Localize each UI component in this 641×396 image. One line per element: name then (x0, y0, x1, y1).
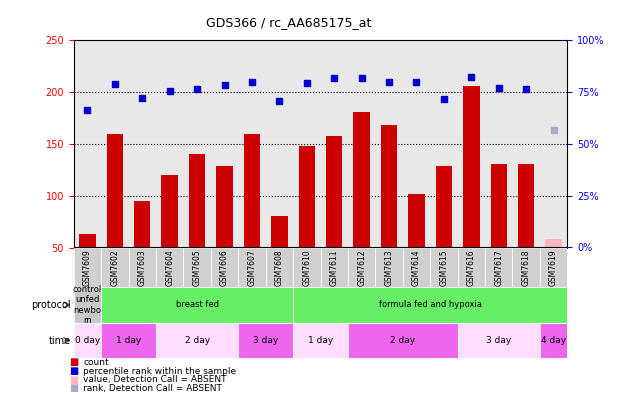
Text: protocol: protocol (31, 300, 71, 310)
Bar (353, 112, 370, 248)
Text: percentile rank within the sample: percentile rank within the sample (83, 367, 237, 375)
FancyBboxPatch shape (512, 248, 540, 287)
Text: GSM7606: GSM7606 (220, 249, 229, 286)
Bar (244, 134, 260, 248)
Text: value, Detection Call = ABSENT: value, Detection Call = ABSENT (83, 375, 227, 384)
FancyBboxPatch shape (101, 287, 293, 323)
Text: GSM7602: GSM7602 (110, 249, 119, 286)
Bar (79, 234, 96, 248)
Text: GSM7618: GSM7618 (522, 249, 531, 286)
FancyBboxPatch shape (238, 323, 293, 358)
Bar (408, 194, 425, 248)
Text: GSM7615: GSM7615 (439, 249, 449, 286)
Text: GSM7619: GSM7619 (549, 249, 558, 286)
Text: GSM7609: GSM7609 (83, 249, 92, 286)
Text: GSM7603: GSM7603 (138, 249, 147, 286)
Text: 1 day: 1 day (308, 336, 333, 345)
FancyBboxPatch shape (458, 248, 485, 287)
FancyBboxPatch shape (540, 323, 567, 358)
FancyBboxPatch shape (156, 248, 183, 287)
Text: 0 day: 0 day (75, 336, 100, 345)
FancyBboxPatch shape (485, 248, 512, 287)
Bar (490, 164, 507, 248)
FancyBboxPatch shape (403, 248, 430, 287)
FancyBboxPatch shape (129, 248, 156, 287)
Text: GSM7607: GSM7607 (247, 249, 256, 286)
Text: GSM7605: GSM7605 (192, 249, 202, 286)
Bar (545, 239, 562, 248)
FancyBboxPatch shape (540, 248, 567, 287)
Text: GSM7604: GSM7604 (165, 249, 174, 286)
Text: ■: ■ (69, 375, 78, 385)
FancyBboxPatch shape (293, 287, 567, 323)
FancyBboxPatch shape (211, 248, 238, 287)
FancyBboxPatch shape (348, 248, 376, 287)
Text: rank, Detection Call = ABSENT: rank, Detection Call = ABSENT (83, 384, 222, 393)
Bar (518, 164, 535, 248)
Bar (436, 166, 452, 248)
FancyBboxPatch shape (74, 323, 101, 358)
Text: time: time (48, 335, 71, 346)
FancyBboxPatch shape (101, 323, 156, 358)
Text: ■: ■ (69, 383, 78, 394)
Text: GSM7616: GSM7616 (467, 249, 476, 286)
Text: 2 day: 2 day (185, 336, 210, 345)
Text: count: count (83, 358, 109, 367)
FancyBboxPatch shape (238, 248, 265, 287)
Bar (106, 134, 123, 248)
Bar (189, 154, 205, 248)
Bar (162, 175, 178, 248)
Bar (299, 146, 315, 248)
FancyBboxPatch shape (293, 248, 320, 287)
Text: GSM7611: GSM7611 (329, 249, 338, 286)
FancyBboxPatch shape (101, 248, 129, 287)
Text: 2 day: 2 day (390, 336, 415, 345)
Text: 4 day: 4 day (541, 336, 566, 345)
Text: GDS366 / rc_AA685175_at: GDS366 / rc_AA685175_at (206, 16, 371, 29)
Text: breast fed: breast fed (176, 301, 219, 309)
FancyBboxPatch shape (320, 248, 348, 287)
Text: GSM7610: GSM7610 (303, 249, 312, 286)
FancyBboxPatch shape (74, 248, 101, 287)
Text: GSM7612: GSM7612 (357, 249, 366, 286)
FancyBboxPatch shape (293, 323, 348, 358)
FancyBboxPatch shape (183, 248, 211, 287)
Text: GSM7613: GSM7613 (385, 249, 394, 286)
Text: GSM7614: GSM7614 (412, 249, 421, 286)
FancyBboxPatch shape (376, 248, 403, 287)
Bar (381, 125, 397, 248)
FancyBboxPatch shape (430, 248, 458, 287)
Bar (326, 136, 342, 248)
Text: control
unfed
newbo
rn: control unfed newbo rn (73, 285, 102, 325)
Text: ■: ■ (69, 357, 78, 367)
Text: 3 day: 3 day (486, 336, 512, 345)
Bar (134, 201, 151, 248)
Text: GSM7617: GSM7617 (494, 249, 503, 286)
Bar (271, 216, 288, 248)
Text: GSM7608: GSM7608 (275, 249, 284, 286)
FancyBboxPatch shape (458, 323, 540, 358)
FancyBboxPatch shape (348, 323, 458, 358)
Bar (216, 166, 233, 248)
Text: 1 day: 1 day (116, 336, 141, 345)
FancyBboxPatch shape (74, 287, 101, 323)
Bar (463, 86, 479, 248)
Text: formula fed and hypoxia: formula fed and hypoxia (379, 301, 481, 309)
Text: 3 day: 3 day (253, 336, 278, 345)
FancyBboxPatch shape (265, 248, 293, 287)
FancyBboxPatch shape (156, 323, 238, 358)
Text: ■: ■ (69, 366, 78, 376)
